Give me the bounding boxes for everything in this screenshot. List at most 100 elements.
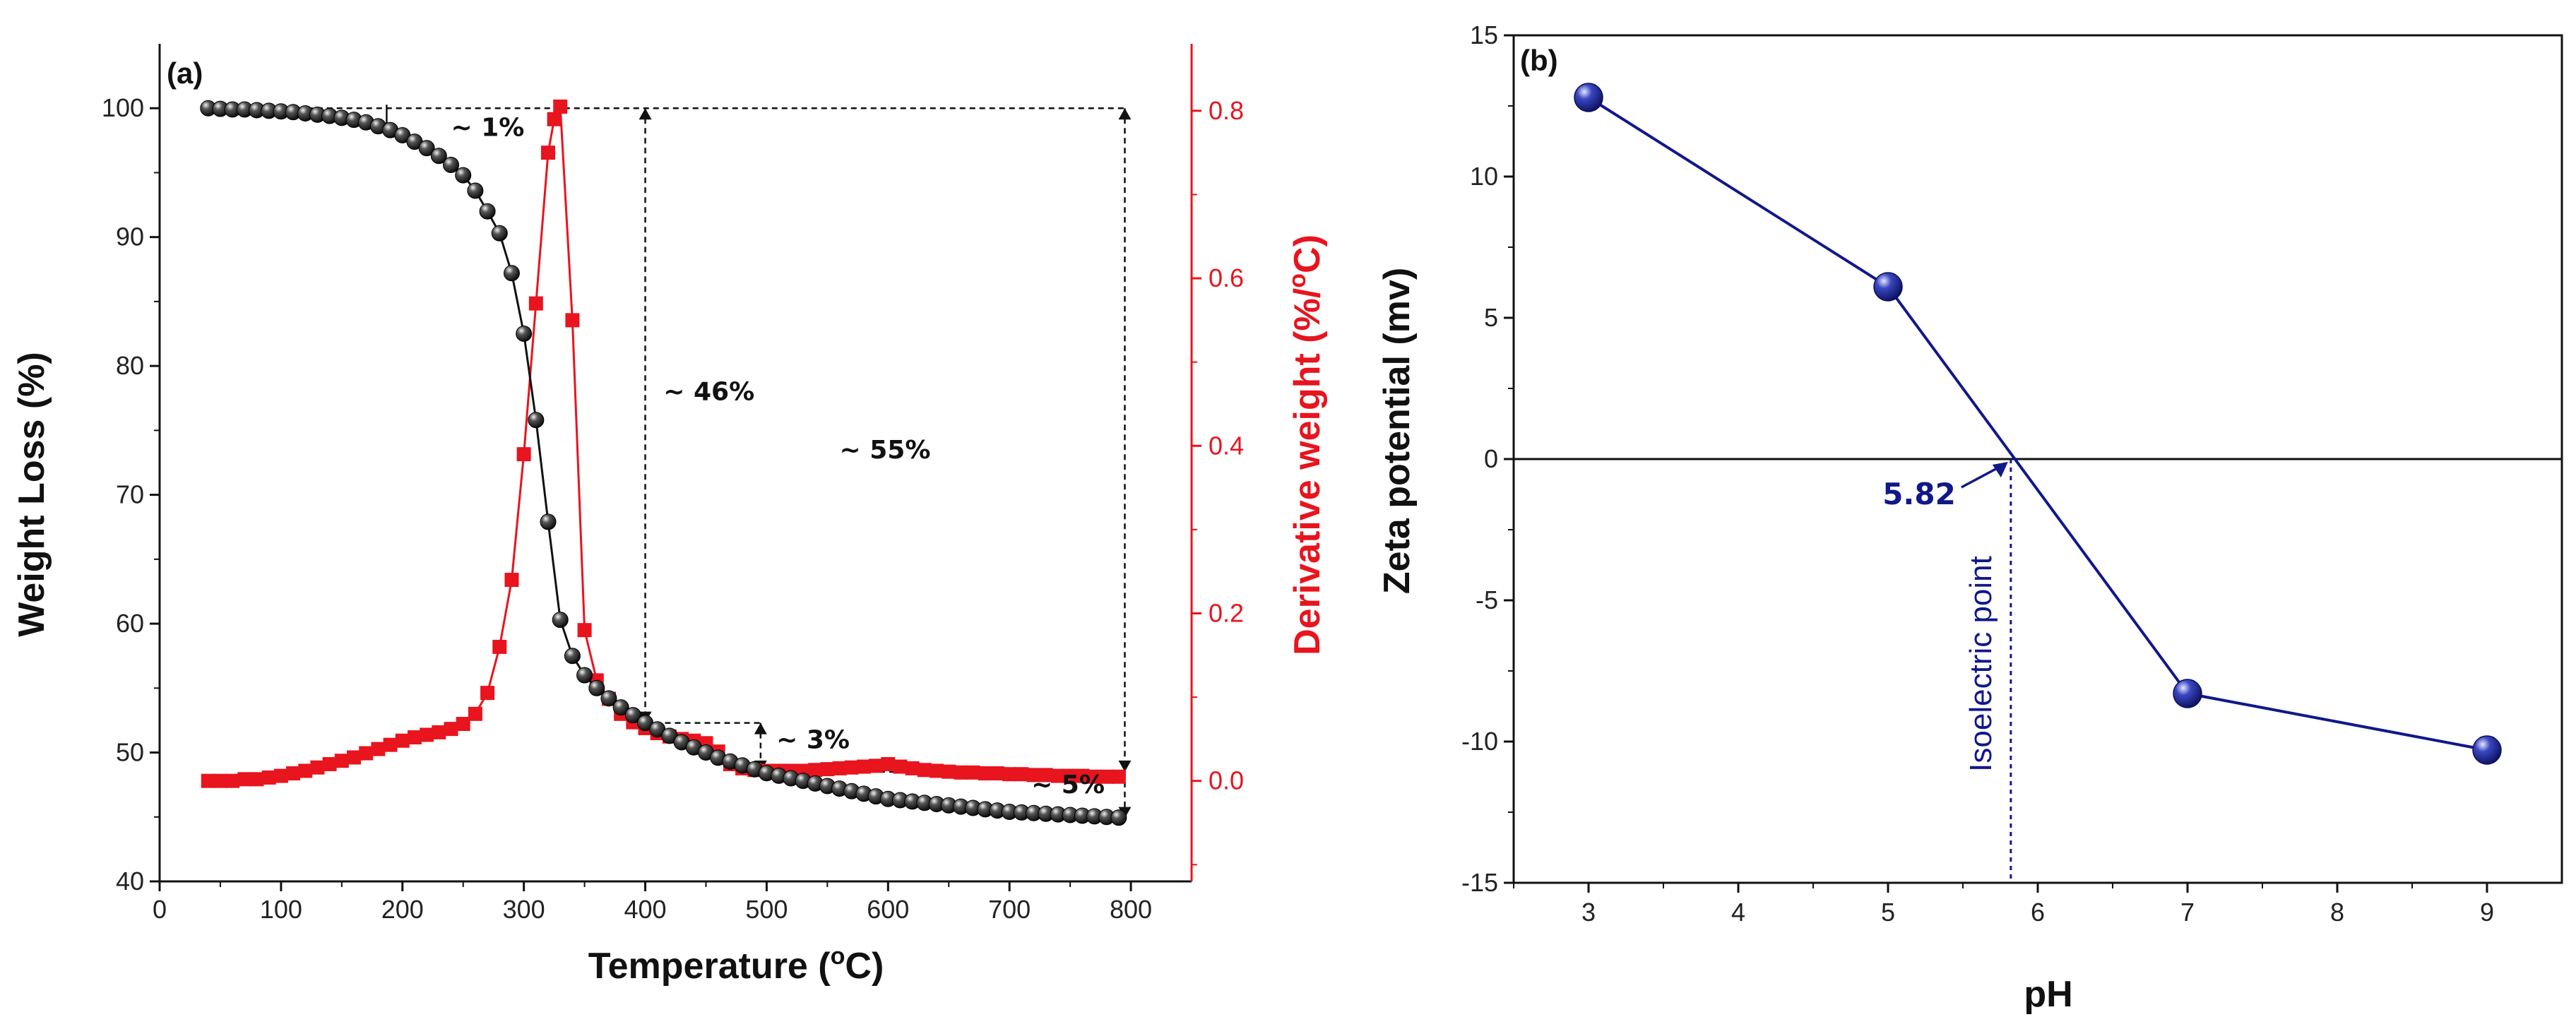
derivative-point bbox=[1111, 769, 1126, 784]
derivative-point bbox=[869, 759, 884, 773]
chart-b-annotations: 5.82 Isoelectric point bbox=[1882, 462, 2008, 772]
weight-loss-point bbox=[430, 148, 447, 165]
y2-tick-label: 0.2 bbox=[1209, 598, 1244, 627]
isoelectric-label: Isoelectric point bbox=[1964, 556, 1998, 772]
derivative-point bbox=[541, 145, 556, 160]
x-tick-label: 500 bbox=[745, 895, 788, 924]
chart-b-reference-lines bbox=[1514, 458, 2562, 883]
y-tick-label: 90 bbox=[116, 222, 144, 251]
derivative-point bbox=[1087, 769, 1102, 784]
x-tick-label: 8 bbox=[2330, 898, 2344, 927]
weight-loss-point bbox=[443, 157, 460, 174]
weight-loss-point bbox=[552, 612, 569, 629]
chart-a-x-axis-title: Temperature (oC) bbox=[588, 943, 884, 987]
derivative-point bbox=[310, 760, 325, 775]
x-tick-label: 300 bbox=[503, 895, 545, 924]
derivative-point bbox=[577, 623, 592, 638]
derivative-point bbox=[565, 313, 580, 328]
weight-loss-point bbox=[600, 690, 617, 707]
derivative-point bbox=[1026, 768, 1041, 783]
derivative-point bbox=[261, 770, 276, 785]
derivative-point bbox=[492, 639, 507, 654]
derivative-point bbox=[1038, 768, 1053, 783]
annotation-label: ~ 46% bbox=[663, 378, 754, 407]
derivative-point bbox=[383, 737, 398, 752]
derivative-point bbox=[371, 742, 386, 756]
weight-loss-point bbox=[491, 225, 508, 242]
derivative-point bbox=[905, 761, 920, 775]
derivative-point bbox=[480, 686, 495, 701]
derivative-point bbox=[930, 763, 944, 778]
derivative-point bbox=[808, 763, 823, 778]
chart-b-y-axis-title: Zeta potential (mv) bbox=[1377, 268, 1418, 594]
derivative-point bbox=[1014, 767, 1029, 782]
derivative-point bbox=[225, 773, 240, 788]
derivative-point bbox=[322, 756, 337, 771]
isoelectric-arrow-head bbox=[1992, 462, 2008, 477]
y-tick-label: -5 bbox=[1476, 585, 1498, 614]
derivative-point bbox=[1002, 767, 1017, 782]
zeta-point bbox=[2472, 735, 2502, 765]
x-tick-label: 600 bbox=[867, 895, 909, 924]
weight-loss-point bbox=[1110, 809, 1127, 826]
derivative-point bbox=[444, 722, 458, 737]
annotation-label: ~ 1% bbox=[451, 114, 525, 143]
annotation-label: ~ 5% bbox=[1031, 771, 1105, 799]
weight-loss-line bbox=[208, 107, 1119, 819]
derivative-point bbox=[966, 765, 980, 780]
weight-loss-point bbox=[479, 203, 496, 220]
weight-loss-point bbox=[418, 140, 435, 157]
y-tick-label: 50 bbox=[116, 738, 144, 767]
weight-loss-point bbox=[564, 648, 581, 665]
chart-a-ticks: 0 100 200 300 400 500 600 700 800 40 50 60 70 80 90 100… bbox=[102, 93, 1244, 924]
weight-loss-point bbox=[455, 167, 472, 184]
x-tick-label: 4 bbox=[1731, 898, 1745, 927]
chart-b-ticks: 3 4 5 6 7 8 9 -15 -10 -5 0 5 10 15 bbox=[1461, 20, 2494, 927]
weight-loss-point bbox=[612, 699, 629, 716]
arrow-head bbox=[639, 108, 652, 120]
y2-tick-label: 0.8 bbox=[1209, 96, 1244, 125]
derivative-point bbox=[516, 447, 531, 462]
derivative-point bbox=[334, 754, 349, 768]
derivative-point bbox=[1099, 769, 1114, 784]
derivative-point bbox=[1063, 768, 1078, 783]
derivative-point bbox=[954, 765, 968, 780]
derivative-series bbox=[201, 99, 1126, 788]
derivative-point bbox=[917, 763, 932, 778]
isoelectric-value: 5.82 bbox=[1882, 477, 1956, 511]
derivative-point bbox=[273, 768, 288, 783]
derivative-point bbox=[1050, 768, 1065, 783]
y-tick-label: 0 bbox=[1484, 444, 1498, 473]
annotation-label: ~ 3% bbox=[776, 725, 850, 754]
chart-a-y-axis-title: Weight Loss (%) bbox=[11, 352, 52, 636]
x-tick-label: 0 bbox=[153, 895, 167, 924]
x-tick-label: 400 bbox=[624, 895, 666, 924]
x-tick-label: 5 bbox=[1881, 898, 1895, 927]
y-tick-label: 70 bbox=[116, 480, 144, 509]
y-tick-label: 100 bbox=[102, 93, 144, 122]
zeta-line bbox=[1587, 96, 2488, 751]
x-tick-label: 7 bbox=[2180, 898, 2195, 927]
x-tick-label: 700 bbox=[988, 895, 1031, 924]
weight-loss-point bbox=[624, 707, 641, 724]
x-tick-label: 200 bbox=[381, 895, 424, 924]
derivative-point bbox=[298, 763, 313, 778]
derivative-point bbox=[286, 766, 301, 781]
weight-loss-point bbox=[576, 667, 593, 684]
chart-b: 3 4 5 6 7 8 9 -15 -10 -5 0 5 10 15 5.82 Isoelectric po… bbox=[1377, 20, 2563, 1015]
y-tick-label: 60 bbox=[116, 609, 144, 638]
derivative-point bbox=[395, 733, 410, 748]
y2-tick-label: 0.0 bbox=[1209, 766, 1244, 795]
y2-tick-label: 0.6 bbox=[1209, 263, 1244, 292]
derivative-point bbox=[844, 760, 859, 775]
chart-a: 0 100 200 300 400 500 600 700 800 40 50 60 70 80 90 100… bbox=[11, 44, 1328, 987]
derivative-point bbox=[820, 762, 835, 777]
zeta-point bbox=[1574, 83, 1603, 112]
y-tick-label: -15 bbox=[1461, 868, 1498, 897]
x-tick-label: 9 bbox=[2480, 898, 2494, 927]
y-tick-label: 80 bbox=[116, 351, 144, 380]
arrow-head bbox=[754, 722, 767, 734]
derivative-point bbox=[832, 761, 847, 775]
derivative-point bbox=[213, 773, 227, 788]
